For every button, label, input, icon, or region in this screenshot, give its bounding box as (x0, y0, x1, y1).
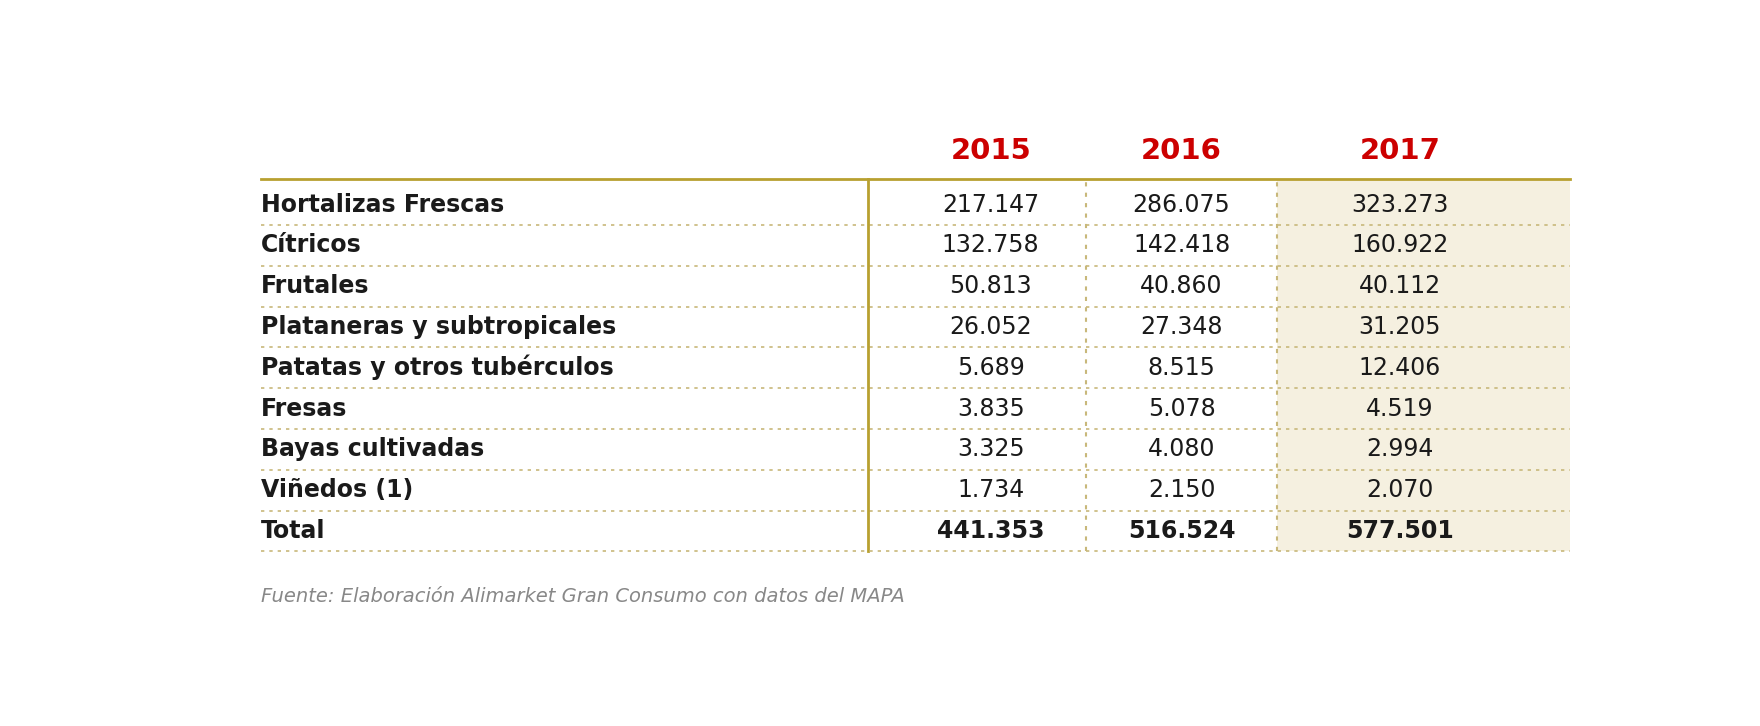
Text: 142.418: 142.418 (1133, 233, 1230, 257)
Text: 132.758: 132.758 (942, 233, 1040, 257)
Text: 50.813: 50.813 (949, 274, 1031, 298)
Text: 217.147: 217.147 (942, 192, 1038, 216)
Text: Viñedos (1): Viñedos (1) (260, 478, 414, 502)
Text: 8.515: 8.515 (1148, 356, 1216, 380)
Text: 160.922: 160.922 (1352, 233, 1448, 257)
Text: Patatas y otros tubérculos: Patatas y otros tubérculos (260, 355, 614, 380)
Text: 31.205: 31.205 (1359, 315, 1441, 339)
Text: 577.501: 577.501 (1346, 519, 1454, 543)
Text: 4.080: 4.080 (1148, 437, 1216, 461)
Text: 40.860: 40.860 (1140, 274, 1223, 298)
Text: Frutales: Frutales (260, 274, 370, 298)
Text: 4.519: 4.519 (1366, 396, 1434, 420)
Text: 441.353: 441.353 (936, 519, 1044, 543)
Text: 3.835: 3.835 (957, 396, 1024, 420)
Text: 40.112: 40.112 (1359, 274, 1441, 298)
Text: Cítricos: Cítricos (260, 233, 361, 257)
Text: 2.070: 2.070 (1366, 478, 1434, 502)
Text: Hortalizas Frescas: Hortalizas Frescas (260, 192, 503, 216)
Text: 5.689: 5.689 (957, 356, 1024, 380)
Text: 5.078: 5.078 (1148, 396, 1216, 420)
Text: 2016: 2016 (1140, 137, 1221, 166)
Text: Total: Total (260, 519, 326, 543)
Text: 323.273: 323.273 (1352, 192, 1448, 216)
FancyBboxPatch shape (1278, 179, 1570, 551)
Text: 26.052: 26.052 (949, 315, 1031, 339)
Text: Bayas cultivadas: Bayas cultivadas (260, 437, 484, 461)
Text: 286.075: 286.075 (1133, 192, 1230, 216)
Text: Fuente: Elaboración Alimarket Gran Consumo con datos del MAPA: Fuente: Elaboración Alimarket Gran Consu… (260, 587, 905, 605)
Text: 2015: 2015 (950, 137, 1031, 166)
Text: 27.348: 27.348 (1140, 315, 1223, 339)
Text: 516.524: 516.524 (1128, 519, 1236, 543)
Text: 2.994: 2.994 (1366, 437, 1434, 461)
Text: Plataneras y subtropicales: Plataneras y subtropicales (260, 315, 616, 339)
Text: 3.325: 3.325 (957, 437, 1024, 461)
Text: Fresas: Fresas (260, 396, 347, 420)
Text: 2017: 2017 (1359, 137, 1440, 166)
Text: 12.406: 12.406 (1359, 356, 1441, 380)
Text: 2.150: 2.150 (1148, 478, 1216, 502)
Text: 1.734: 1.734 (957, 478, 1024, 502)
